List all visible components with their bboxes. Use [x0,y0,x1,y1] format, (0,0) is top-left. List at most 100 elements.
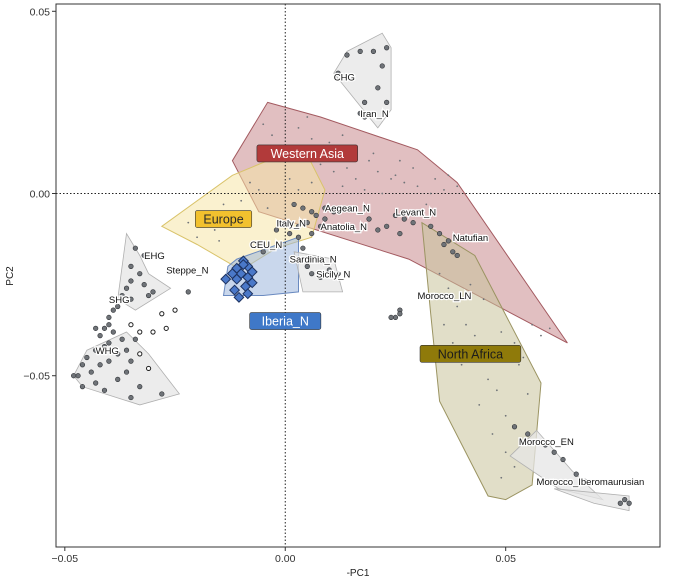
point-series1-14 [137,271,143,277]
point-series1-88 [388,314,394,321]
point-series1-91 [525,431,531,437]
point-series1-48 [137,384,143,390]
point-series2-47 [438,272,441,275]
region-label-box-western-asia [256,144,358,163]
point-series1-74 [401,216,407,222]
group-label-sardinia-n: Sardinia_N [290,255,337,266]
group-label-anatolia-n: Anatolia_N [321,222,368,233]
group-label-steppe-n: Steppe_N [166,266,208,277]
point-series1-65 [322,205,328,211]
point-series2-66 [451,342,454,344]
point-series1-43 [93,380,99,386]
point-series2-19 [288,178,291,180]
point-series2-42 [266,207,269,209]
point-iberia-n-8 [220,273,232,285]
point-series1-18 [150,289,156,295]
point-iberia-n-13 [233,291,245,303]
data-points [71,45,632,506]
point-series1-7 [384,99,390,105]
point-series1-53 [128,358,134,364]
point-series2-69 [513,342,516,344]
point-series1-59 [304,220,310,226]
point-series1-73 [392,212,399,218]
point-series2-21 [310,181,313,184]
region-label-box-europe [195,210,253,228]
group-label-morocco-iberomaurusian: Morocco_Iberomaurusian [537,477,645,488]
point-series1-92 [542,442,548,448]
point-series1-67 [300,245,306,251]
point-series1-51 [132,336,138,342]
group-hulls [73,32,630,512]
point-series1-87 [392,314,399,321]
point-series1-32 [101,343,108,350]
group-hull-morocco-en [509,429,605,501]
point-series2-63 [526,393,529,395]
point-series2-7 [376,170,379,173]
point-series1-10 [362,114,368,120]
point-series3-1 [137,329,143,335]
group-label-chg: CHG [334,73,355,84]
point-series2-39 [187,221,190,224]
point-series1-20 [185,289,191,295]
region-hulls [160,101,568,501]
point-series3-2 [150,329,156,335]
group-label-morocco-en: Morocco_EN [519,437,574,448]
point-series1-11 [132,245,138,251]
point-series1-26 [106,322,112,328]
y-tick-label-2: 0.05 [30,6,51,18]
region-labels: Western Asia Europe North Africa Iberia_N [195,144,522,363]
point-series1-0 [344,52,350,58]
point-series1-76 [375,227,381,233]
point-series1-46 [101,387,108,393]
point-series1-79 [366,216,372,222]
point-series1-102 [260,249,266,255]
point-series2-54 [487,378,489,381]
point-series1-12 [141,252,147,259]
point-series1-3 [384,45,390,51]
point-series1-21 [145,292,152,299]
point-series3-4 [159,311,165,317]
point-series1-99 [617,500,623,506]
point-series1-47 [123,369,130,375]
x-axis-label: -PC1 [347,568,370,579]
point-series1-97 [622,497,628,503]
point-series1-25 [106,314,112,321]
point-series1-84 [454,252,460,259]
point-series1-19 [119,292,125,299]
group-label-levant-n: Levant_N [395,207,436,218]
point-series1-56 [309,209,315,215]
point-series1-52 [123,347,130,353]
x-tick-label-1: 0.00 [275,553,296,565]
point-series1-23 [115,303,121,310]
point-series2-67 [443,323,445,326]
point-series1-55 [300,205,306,211]
point-series1-40 [88,369,94,375]
point-series1-63 [295,234,302,240]
region-label-europe: Europe [203,213,243,227]
point-series1-70 [326,267,332,273]
y-tick-label-0: −0.05 [23,371,50,383]
point-series2-4 [341,134,344,137]
point-series1-31 [106,340,112,346]
point-series1-89 [397,311,403,317]
group-label-italy-n: Italy_N [276,218,306,229]
point-series2-62 [518,363,520,366]
point-series1-37 [79,362,86,368]
point-series2-2 [310,137,313,140]
point-series2-30 [346,167,348,169]
point-series1-90 [511,424,518,430]
point-series2-46 [218,239,221,242]
region-label-western-asia: Western Asia [271,147,344,161]
point-series2-1 [297,127,300,129]
point-series2-32 [425,203,428,206]
point-series1-13 [128,263,134,269]
axes: −0.05 0.00 0.05 −0.05 0.00 0.05 [23,6,516,565]
group-label-natufian: Natufian [453,233,488,244]
y-axis-label: PC2 [5,266,16,286]
point-series2-9 [403,181,406,184]
point-series1-62 [309,230,315,237]
point-series1-49 [128,394,134,401]
point-series1-42 [71,373,77,379]
point-series1-2 [370,48,377,54]
